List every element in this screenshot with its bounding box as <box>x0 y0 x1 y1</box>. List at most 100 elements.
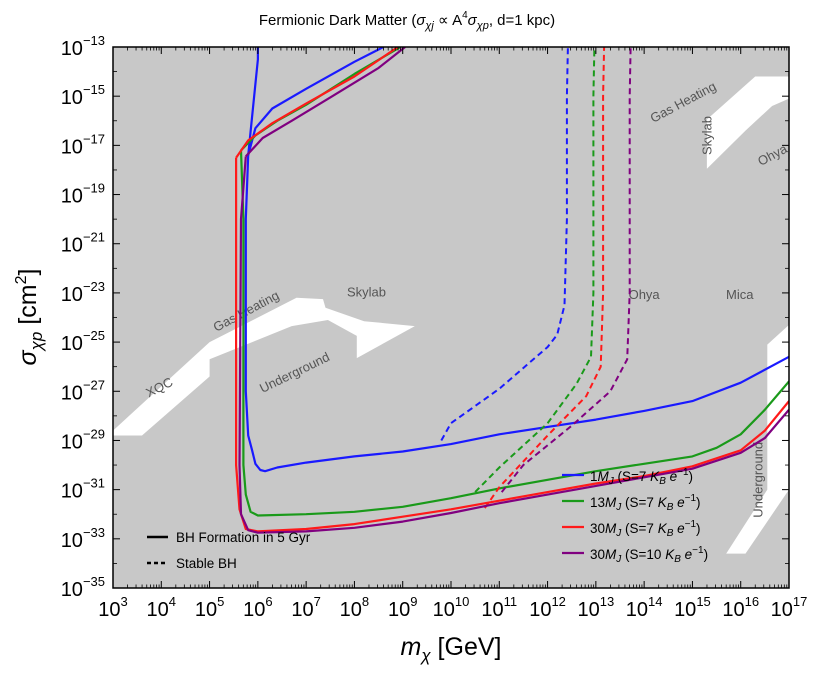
tick-base: 10 <box>61 579 83 601</box>
allowed-regions <box>113 76 789 554</box>
y-tick-label: 10−19 <box>61 181 105 208</box>
legend-entry-purple: 30MJ (S=10 KB e−1) <box>590 545 708 565</box>
x-tick-label: 106 <box>243 594 272 621</box>
x-tick-label: 104 <box>147 594 176 621</box>
legend-kb: K <box>650 469 660 484</box>
tick-exp: −33 <box>83 525 105 540</box>
y-label-sub: χp <box>27 332 46 353</box>
tick-base: 10 <box>61 333 83 355</box>
y-tick-label: 10−31 <box>61 476 105 503</box>
x-tick-label: 1014 <box>626 594 663 621</box>
tick-exp: −35 <box>83 574 105 589</box>
y-label-text: σχp [cm2] <box>13 269 46 366</box>
tick-exp: −13 <box>83 33 105 48</box>
x-axis-label: mχ [GeV] <box>401 633 502 665</box>
tick-base: 10 <box>61 136 83 158</box>
legend-s: 10 <box>646 547 665 562</box>
tick-exp: −23 <box>83 279 105 294</box>
x-label-sub: χ <box>419 646 431 665</box>
x-tick-label: 1015 <box>674 594 711 621</box>
y-axis-ticks: 10−1310−1510−1710−1910−2110−2310−2510−27… <box>61 33 789 601</box>
legend-close: ) <box>696 495 701 510</box>
title-part: Fermionic Dark Matter ( <box>259 12 417 29</box>
legend-line-style: BH Formation in 5 Gyr Stable BH <box>147 530 311 571</box>
curve-solid-blue <box>244 47 789 473</box>
tick-base: 10 <box>61 431 83 453</box>
legend-mj: M <box>605 521 617 536</box>
x-tick-label: 1011 <box>481 594 517 621</box>
tick-exp: −27 <box>83 377 105 392</box>
y-label-close: ] <box>14 269 42 276</box>
title-sup: 4 <box>462 10 468 21</box>
tick-exp: 17 <box>793 594 807 609</box>
tick-base: 10 <box>433 599 455 621</box>
legend-style-label-solid: BH Formation in 5 Gyr <box>176 530 311 545</box>
curve-upper-blue <box>247 47 384 156</box>
curve-solid-purple <box>238 156 789 534</box>
curve-upper-red <box>235 47 399 159</box>
legend-s: 7 <box>646 495 657 510</box>
region-label: Skylab <box>700 116 715 155</box>
legend-open: (S= <box>621 521 646 536</box>
y-label-unit: [cm <box>14 284 42 331</box>
curve-dashed-purple <box>500 47 632 493</box>
tick-exp: 6 <box>265 594 272 609</box>
legend-kb: K <box>658 521 668 536</box>
title-part: ∝ A <box>434 12 462 29</box>
x-tick-label: 1010 <box>433 594 470 621</box>
x-label-unit: [GeV] <box>431 633 502 661</box>
plot-area <box>113 47 789 588</box>
tick-base: 10 <box>61 235 83 257</box>
tick-exp: 5 <box>217 594 224 609</box>
tick-exp: 4 <box>169 594 176 609</box>
legend-coef: 13 <box>590 495 605 510</box>
legend-mj: M <box>605 495 617 510</box>
tick-base: 10 <box>529 599 551 621</box>
tick-base: 10 <box>195 599 217 621</box>
y-tick-label: 10−27 <box>61 377 105 404</box>
tick-exp: −19 <box>83 181 105 196</box>
legend-kb-sub: B <box>667 528 674 539</box>
title-sigma: σ <box>416 12 426 29</box>
tick-exp: −31 <box>83 476 105 491</box>
legend-mj: M <box>598 469 610 484</box>
title-sub: χj <box>424 20 434 32</box>
tick-base: 10 <box>340 599 362 621</box>
tick-base: 10 <box>771 599 793 621</box>
y-tick-label: 10−29 <box>61 426 105 453</box>
x-tick-label: 1016 <box>722 594 759 621</box>
legend-e-sup: −1 <box>685 519 697 530</box>
tick-exp: −25 <box>83 328 105 343</box>
excluded-region <box>113 47 789 588</box>
legend-style-label-dashed: Stable BH <box>176 556 237 571</box>
tick-base: 10 <box>61 186 83 208</box>
tick-exp: 11 <box>504 594 518 609</box>
legend-e-sup: −1 <box>677 467 689 478</box>
legend-series: 1MJ (S=7 KB e−1)13MJ (S=7 KB e−1)30MJ (S… <box>562 467 708 565</box>
legend-kb-sub: B <box>674 554 681 565</box>
curve-solid-red <box>235 157 789 533</box>
legend-mj-sub: J <box>608 476 615 487</box>
tick-exp: 7 <box>314 594 321 609</box>
y-tick-label: 10−17 <box>61 131 105 158</box>
tick-exp: 13 <box>600 594 614 609</box>
tick-exp: 3 <box>121 594 128 609</box>
tick-exp: 10 <box>455 594 469 609</box>
tick-base: 10 <box>61 38 83 60</box>
x-tick-label: 109 <box>388 594 417 621</box>
tick-base: 10 <box>674 599 696 621</box>
y-tick-label: 10−35 <box>61 574 105 601</box>
tick-base: 10 <box>61 382 83 404</box>
legend-coef: 30 <box>590 521 605 536</box>
tick-exp: 15 <box>696 594 710 609</box>
legend-mj-sub: J <box>615 554 622 565</box>
tick-base: 10 <box>243 599 265 621</box>
region-label: Underground <box>750 442 765 518</box>
tick-base: 10 <box>147 599 169 621</box>
x-tick-label: 107 <box>291 594 320 621</box>
tick-exp: 12 <box>551 594 565 609</box>
region-label: Ohya <box>629 287 661 302</box>
region-label: Mica <box>726 287 754 302</box>
x-tick-label: 103 <box>98 594 127 621</box>
